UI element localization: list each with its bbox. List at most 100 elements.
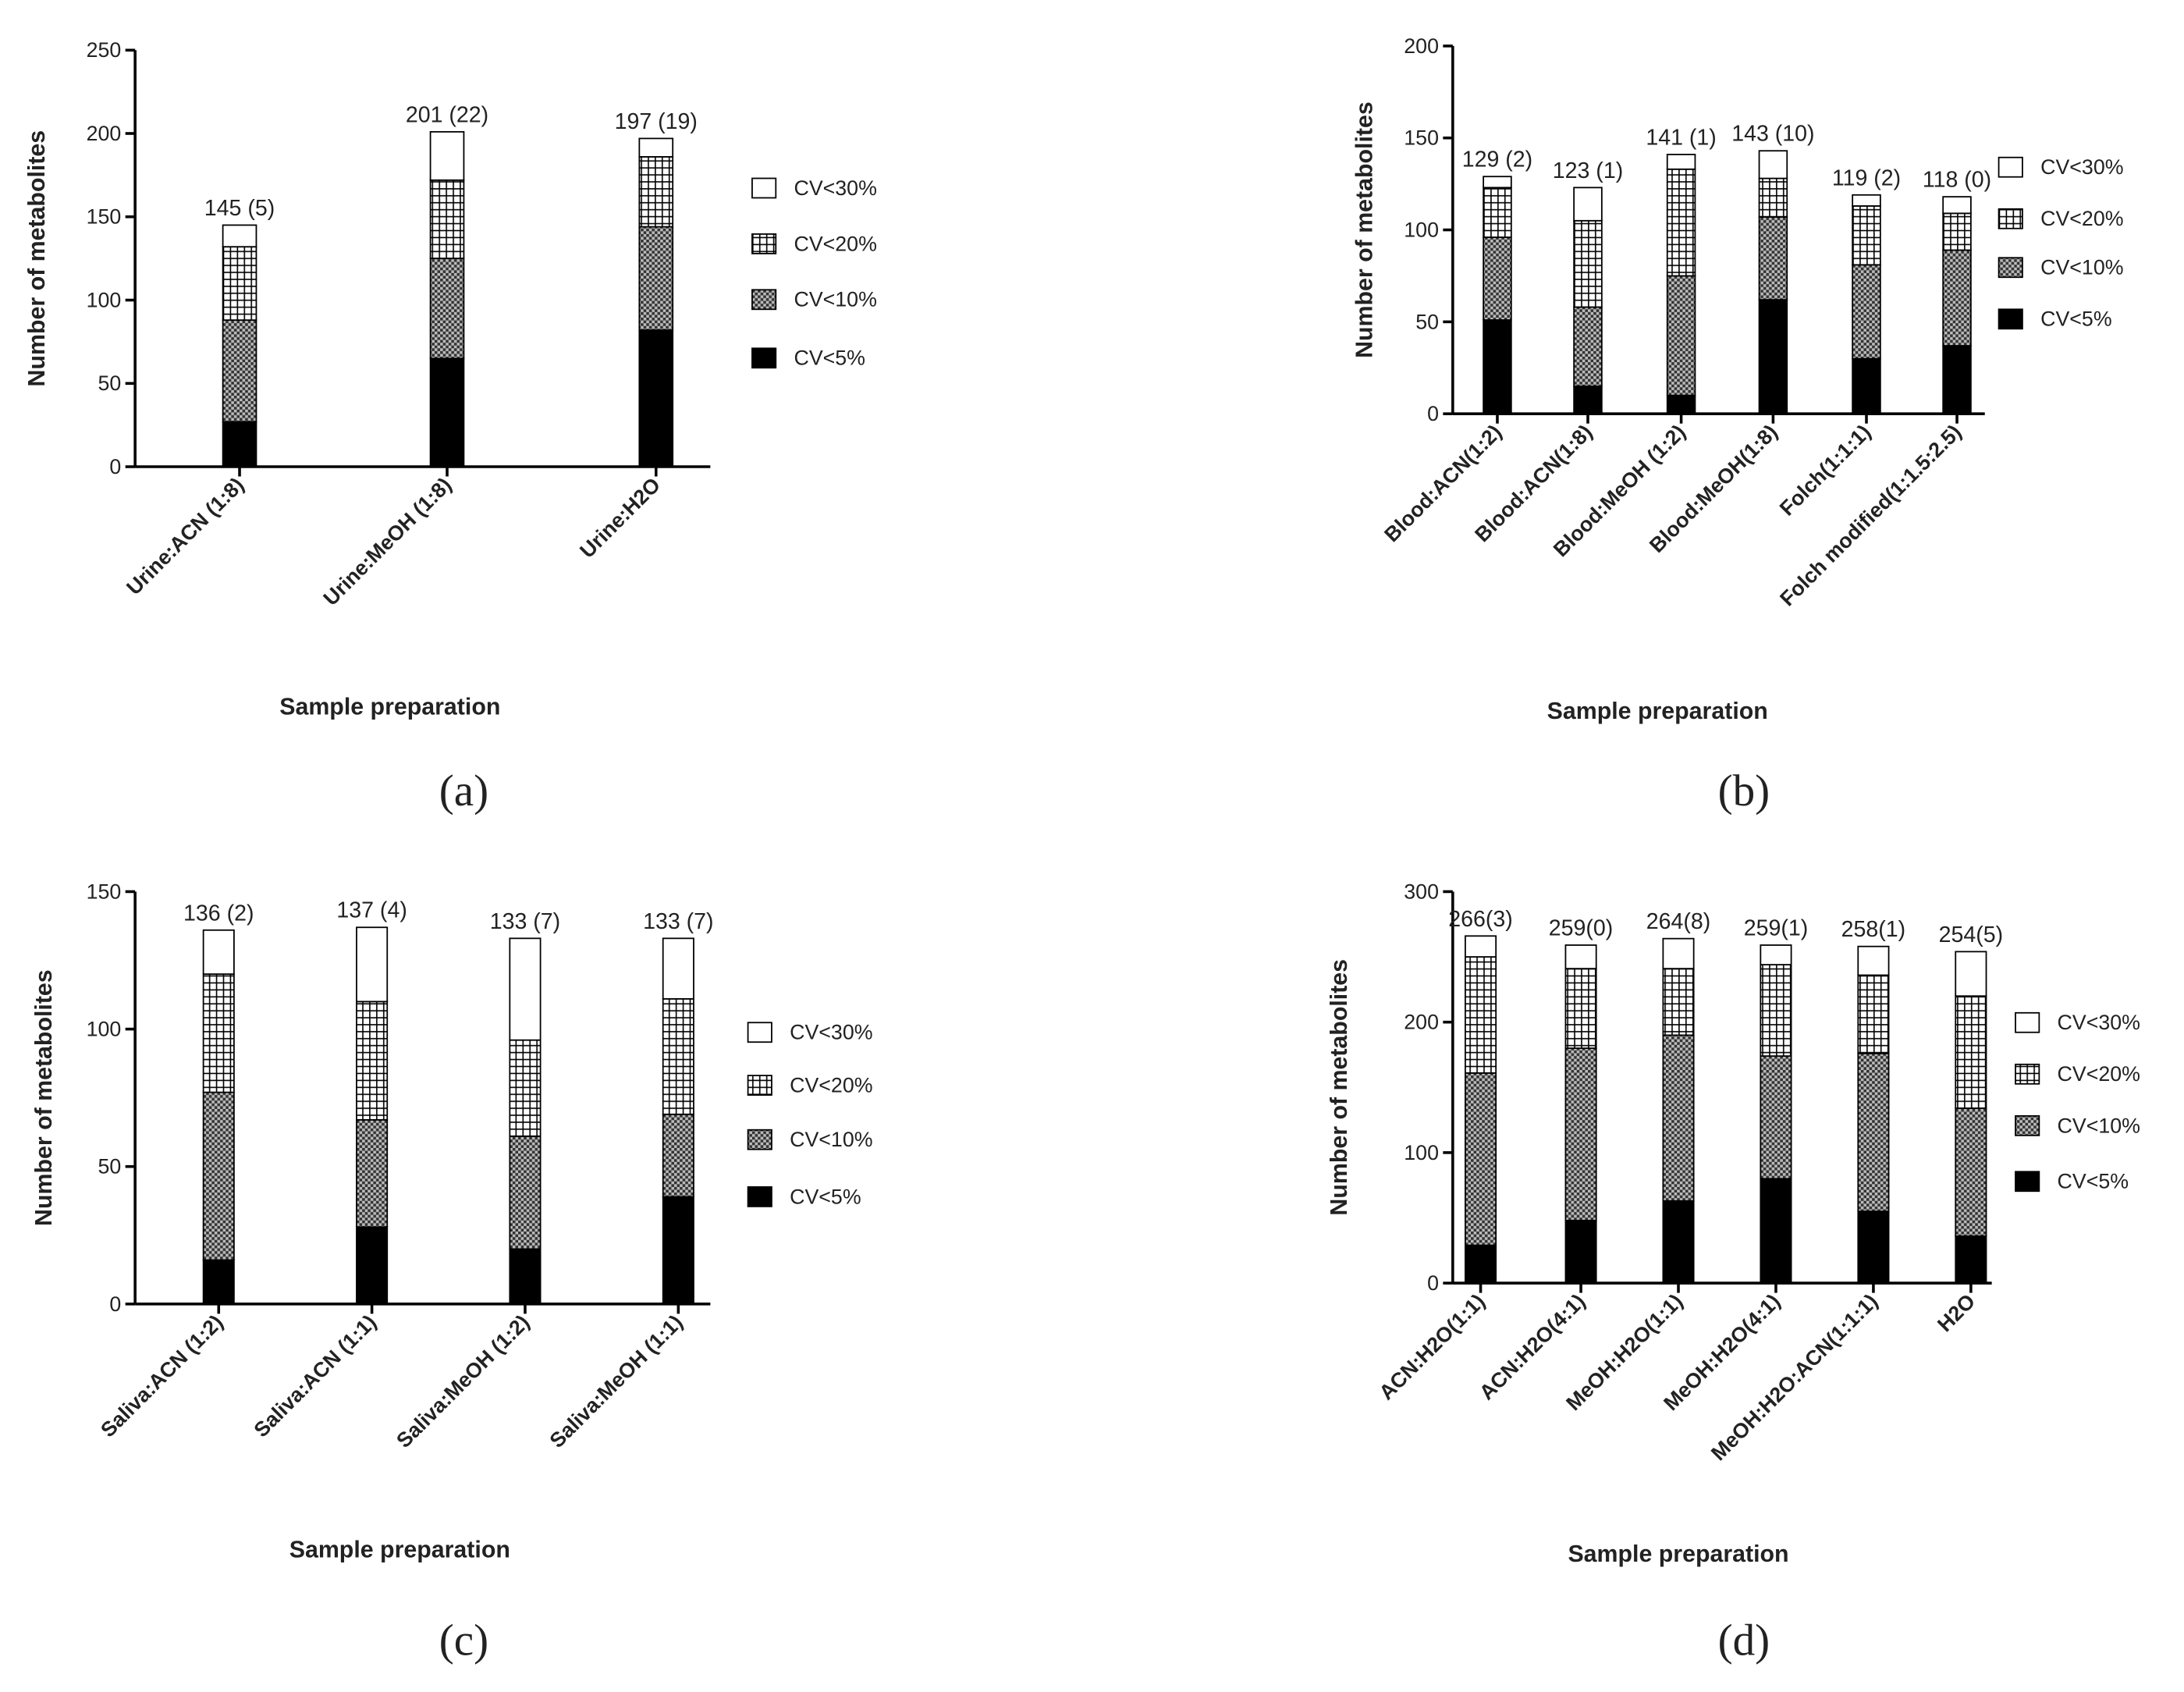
legend-label: CV<20% [794, 232, 876, 255]
bar-segment [509, 1136, 542, 1250]
bar-segment [1564, 1219, 1597, 1284]
legend-swatch [747, 1075, 772, 1096]
bar-label: 201 (22) [406, 102, 488, 127]
bar-segment [1465, 956, 1497, 1074]
x-axis-label: Sample preparation [289, 1537, 510, 1563]
bar-segment [1483, 176, 1512, 189]
bar-segment [202, 973, 235, 1093]
legend-swatch [751, 347, 777, 369]
bar-segment [1760, 964, 1792, 1058]
bar-label: 259(1) [1744, 916, 1809, 941]
bar-segment [509, 937, 542, 1041]
bar-label: 133 (7) [490, 909, 560, 934]
legend-swatch [747, 1022, 772, 1043]
panel: 0100200300266(3)ACN:H2O(1:1)259(0)ACN:H2… [1326, 880, 2140, 1665]
x-tick-label: Folch modified(1:1.5:2.5) [1775, 420, 1966, 610]
bar-segment [1942, 196, 1972, 215]
bar-segment [1666, 168, 1696, 277]
bar-segment [1564, 968, 1597, 1049]
bar-segment [1852, 194, 1881, 207]
legend-label: CV<20% [2058, 1062, 2140, 1086]
y-tick-label: 100 [87, 288, 122, 311]
bar-segment [662, 1113, 694, 1198]
bar-segment [1758, 216, 1788, 300]
bar-segment [222, 319, 257, 423]
legend-label: CV<30% [790, 1021, 872, 1044]
bar-label: 264(8) [1646, 909, 1711, 934]
bar-segment [1666, 154, 1696, 170]
x-tick-label: ACN:H2O(1:1) [1375, 1289, 1490, 1404]
panel: 0 50 100 150 136 (2) Saliva:ACN (1:2) 137 (4) S… [31, 880, 872, 1665]
bar-segment [222, 246, 257, 322]
bar-segment [202, 1259, 235, 1305]
x-axis-label: Sample preparation [1547, 698, 1768, 724]
y-tick-label: 50 [1415, 310, 1439, 333]
bar-label: 254(5) [1939, 922, 2004, 947]
y-tick-label: 100 [1404, 218, 1439, 241]
y-tick-label: 150 [87, 205, 122, 229]
legend-label: CV<10% [794, 288, 876, 311]
x-tick-label: Saliva:MeOH (1:1) [545, 1310, 687, 1452]
legend-label: CV<20% [790, 1074, 872, 1097]
bar-segment [1465, 1072, 1497, 1246]
bar-segment [1483, 236, 1512, 321]
bar-segment [202, 929, 235, 976]
x-tick-label: Saliva:ACN (1:1) [250, 1310, 381, 1441]
bar-label: 119 (2) [1832, 165, 1901, 190]
bar-segment [1955, 951, 1987, 997]
legend-swatch [751, 233, 777, 254]
y-axis-label: Number of metabolites [1351, 101, 1377, 358]
bar-segment [1857, 945, 1890, 976]
panel-caption: (a) [439, 766, 488, 816]
panel: 0 50 100 150 200 250 145 (5) Urine:ACN (1:8) 201… [24, 38, 877, 816]
x-axis-label: Sample preparation [279, 695, 500, 720]
panel-caption: (c) [439, 1616, 488, 1665]
legend-label: CV<10% [790, 1128, 872, 1151]
bar-segment [1760, 1055, 1792, 1180]
bar-segment [356, 926, 389, 1003]
legend-swatch [1998, 208, 2023, 229]
legend-swatch [1998, 156, 2023, 178]
bar-segment [662, 1196, 694, 1305]
legend-swatch [751, 289, 777, 311]
bar-segment [1955, 1107, 1987, 1237]
bar-segment [662, 997, 694, 1115]
y-tick-label: 150 [87, 880, 122, 903]
bar-segment [1758, 177, 1788, 218]
bar-segment [1857, 974, 1890, 1054]
bar-segment [638, 329, 674, 467]
y-tick-label: 150 [1404, 126, 1439, 150]
bar-segment [222, 421, 257, 467]
bar-segment [1483, 187, 1512, 238]
bar-segment [1666, 275, 1696, 396]
bar-segment [1573, 187, 1603, 222]
x-tick-label: Urine:ACN (1:8) [122, 473, 248, 599]
bar-segment [429, 179, 465, 260]
bar-label: 137 (4) [336, 898, 407, 923]
legend-label: CV<30% [2058, 1011, 2140, 1034]
y-axis-label: Number of metabolites [1326, 959, 1352, 1216]
bar-segment [356, 1118, 389, 1228]
bar-segment [202, 1091, 235, 1261]
bar-segment [429, 130, 465, 181]
bar-label: 258(1) [1841, 917, 1906, 942]
bar-segment [1662, 968, 1695, 1036]
bar-segment [1942, 249, 1972, 347]
legend-label: CV<10% [2058, 1114, 2140, 1137]
x-tick-label: Saliva:MeOH (1:2) [392, 1310, 534, 1452]
bar-segment [356, 1226, 389, 1305]
bar-label: 145 (5) [204, 196, 275, 221]
legend-swatch [2015, 1114, 2040, 1136]
legend-swatch [751, 177, 777, 199]
legend-label: CV<30% [794, 176, 876, 200]
bar-segment [1760, 944, 1792, 965]
bar-segment [1955, 995, 1987, 1109]
bar-segment [1666, 394, 1696, 415]
bar-segment [429, 258, 465, 360]
bar-segment [1852, 264, 1881, 360]
panel-caption: (d) [1718, 1616, 1770, 1665]
legend-label: CV<5% [2040, 307, 2112, 331]
bar-segment [1857, 1052, 1890, 1212]
y-tick-label: 0 [109, 455, 121, 478]
